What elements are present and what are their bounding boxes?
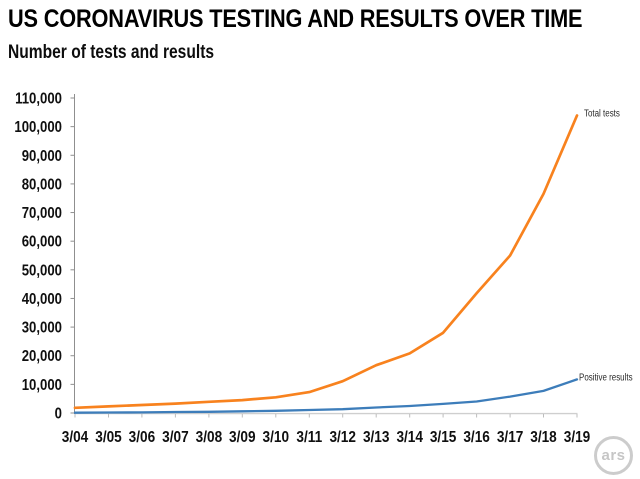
page-title: US CORONAVIRUS TESTING AND RESULTS OVER … bbox=[8, 5, 583, 33]
series-line-total-tests bbox=[73, 114, 579, 410]
y-axis-label: 10,000 bbox=[22, 377, 62, 394]
y-axis-label: 50,000 bbox=[22, 262, 62, 279]
y-axis-label: 80,000 bbox=[22, 176, 62, 193]
x-axis-label: 3/07 bbox=[162, 429, 189, 446]
x-axis-label: 3/11 bbox=[296, 429, 322, 446]
legend-positive-results: Positive results bbox=[579, 371, 633, 382]
x-axis-label: 3/14 bbox=[396, 429, 423, 446]
page-subtitle: Number of tests and results bbox=[8, 42, 215, 63]
x-axis-label: 3/13 bbox=[363, 429, 390, 446]
y-axis-label: 100,000 bbox=[14, 119, 62, 136]
x-axis-label: 3/15 bbox=[430, 429, 457, 446]
series-lines bbox=[73, 114, 579, 414]
y-axis-label: 30,000 bbox=[22, 320, 62, 337]
y-axis-label: 60,000 bbox=[22, 234, 62, 251]
y-axis-label: 90,000 bbox=[22, 148, 62, 165]
x-axis-label: 3/09 bbox=[229, 429, 256, 446]
x-axis-label: 3/08 bbox=[196, 429, 223, 446]
y-axis-label: 70,000 bbox=[22, 205, 62, 222]
x-axis-ticks bbox=[74, 414, 578, 418]
x-axis-label: 3/17 bbox=[497, 429, 524, 446]
x-axis-label: 3/12 bbox=[329, 429, 356, 446]
x-axis-label: 3/06 bbox=[129, 429, 156, 446]
x-axis-label: 3/19 bbox=[564, 429, 591, 446]
x-axis-labels: 3/04 3/05 3/06 3/07 3/08 3/09 3/10 3/11 3/12 3/13… bbox=[62, 429, 591, 446]
y-axis-label: 40,000 bbox=[22, 291, 62, 308]
y-axis-ticks bbox=[70, 97, 75, 414]
ars-logo[interactable]: ars bbox=[594, 436, 633, 475]
x-axis-label: 3/16 bbox=[463, 429, 490, 446]
x-axis-label: 3/05 bbox=[95, 429, 122, 446]
y-axis-label: 0 bbox=[55, 406, 62, 423]
ars-logo-text: ars bbox=[601, 447, 626, 464]
legend-total-tests: Total tests bbox=[584, 107, 620, 118]
x-axis-label: 3/04 bbox=[62, 429, 89, 446]
x-axis-label: 3/10 bbox=[263, 429, 290, 446]
x-axis: 3/04 3/05 3/06 3/07 3/08 3/09 3/10 3/11 3/12 3/13… bbox=[62, 412, 591, 446]
y-axis-labels: 0 10,000 20,000 30,000 40,000 50,000 60,000 70,… bbox=[14, 91, 62, 423]
x-axis-label: 3/18 bbox=[530, 429, 557, 446]
y-axis: 0 10,000 20,000 30,000 40,000 50,000 60,000 70,… bbox=[14, 91, 75, 423]
y-axis-label: 20,000 bbox=[22, 348, 62, 365]
y-axis-label: 110,000 bbox=[15, 91, 62, 108]
series-line-positive-results bbox=[73, 378, 579, 414]
